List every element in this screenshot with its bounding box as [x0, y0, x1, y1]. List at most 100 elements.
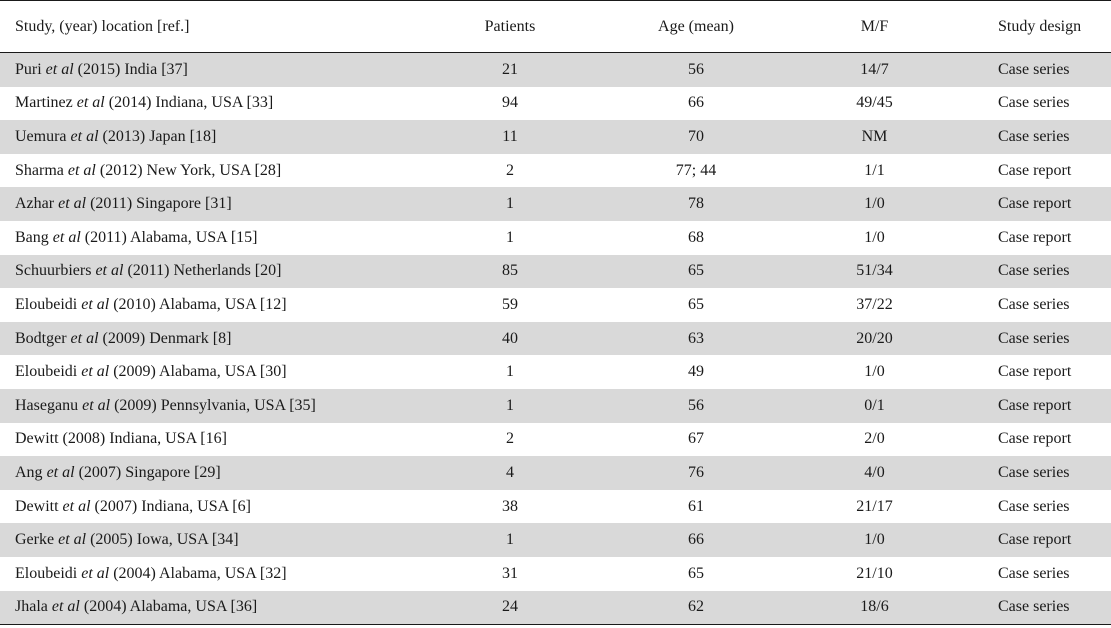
header-study: Study, (year) location [ref.]	[0, 0, 435, 53]
cell-design: Case report	[942, 523, 1111, 557]
cell-design: Case series	[942, 456, 1111, 490]
cell-patients: 4	[435, 456, 585, 490]
cell-age: 77; 44	[585, 153, 807, 188]
cell-age: 65	[585, 556, 807, 591]
study-details: (2007) Indiana, USA [6]	[94, 497, 251, 515]
cell-mf: 2/0	[807, 422, 942, 457]
study-etal: et al	[67, 161, 96, 179]
cell-design: Case series	[942, 590, 1111, 626]
study-etal: et al	[46, 463, 75, 481]
table-body: Puri et al (2015) India [37] 21 56 14/7 Case…	[0, 52, 1111, 626]
cell-design: Case report	[942, 187, 1111, 221]
study-details: (2009) Pennsylvania, USA [35]	[114, 396, 316, 414]
cell-mf: 1/0	[807, 523, 942, 557]
cell-mf: 18/6	[807, 590, 942, 626]
header-patients: Patients	[435, 0, 585, 53]
table-row: Uemura et al (2013) Japan [18] 11 70 NM Case…	[0, 120, 1111, 154]
cell-patients: 1	[435, 187, 585, 221]
table-row: Gerke et al (2005) Iowa, USA [34] 1 66 1/0 C…	[0, 523, 1111, 557]
study-etal: et al	[45, 60, 74, 78]
cell-mf: NM	[807, 120, 942, 154]
cell-mf: 1/0	[807, 220, 942, 255]
cell-study: Dewitt (2008) Indiana, USA [16]	[0, 422, 435, 457]
cell-age: 62	[585, 590, 807, 626]
cell-mf: 21/10	[807, 556, 942, 591]
table-row: Sharma et al (2012) New York, USA [28] 2 7…	[0, 153, 1111, 188]
cell-mf: 4/0	[807, 456, 942, 490]
table-row: Eloubeidi et al (2004) Alabama, USA [32]…	[0, 556, 1111, 591]
study-details: (2009) Denmark [8]	[102, 329, 232, 347]
cell-design: Case series	[942, 86, 1111, 121]
study-etal: et al	[81, 295, 110, 313]
cell-mf: 1/1	[807, 153, 942, 188]
cell-patients: 38	[435, 489, 585, 524]
study-author: Uemura	[15, 127, 67, 145]
study-author: Sharma	[15, 161, 64, 179]
table-row: Jhala et al (2004) Alabama, USA [36] 24 62…	[0, 590, 1111, 626]
study-etal: et al	[58, 195, 87, 213]
cell-mf: 21/17	[807, 489, 942, 524]
cell-age: 65	[585, 254, 807, 289]
header-row: Study, (year) location [ref.] Patients A…	[0, 0, 1111, 53]
study-details: (2013) Japan [18]	[102, 127, 217, 145]
study-etal: et al	[62, 497, 91, 515]
cell-study: Dewitt et al (2007) Indiana, USA [6]	[0, 489, 435, 524]
cell-study: Puri et al (2015) India [37]	[0, 52, 435, 87]
cell-age: 66	[585, 86, 807, 121]
cell-patients: 1	[435, 355, 585, 389]
cell-study: Bodtger et al (2009) Denmark [8]	[0, 321, 435, 356]
header-mf: M/F	[807, 0, 942, 53]
table-row: Dewitt et al (2007) Indiana, USA [6] 38 61…	[0, 489, 1111, 524]
study-details: (2010) Alabama, USA [12]	[113, 295, 287, 313]
table-row: Puri et al (2015) India [37] 21 56 14/7 Case…	[0, 52, 1111, 87]
study-author: Schuurbiers	[15, 262, 92, 280]
cell-design: Case series	[942, 120, 1111, 154]
study-etal: et al	[70, 127, 99, 145]
cell-study: Haseganu et al (2009) Pennsylvania, USA …	[0, 388, 435, 423]
cell-study: Eloubeidi et al (2004) Alabama, USA [32]	[0, 556, 435, 591]
cell-age: 78	[585, 187, 807, 221]
study-author: Eloubeidi	[15, 363, 78, 381]
cell-patients: 59	[435, 288, 585, 322]
study-details: (2005) Iowa, USA [34]	[90, 531, 239, 549]
cell-patients: 24	[435, 590, 585, 626]
header-age: Age (mean)	[585, 0, 807, 53]
cell-design: Case report	[942, 388, 1111, 423]
study-author: Haseganu	[15, 396, 79, 414]
study-details: (2012) New York, USA [28]	[99, 161, 282, 179]
study-author: Eloubeidi	[15, 295, 78, 313]
header-design: Study design	[942, 0, 1111, 53]
cell-patients: 11	[435, 120, 585, 154]
cell-mf: 51/34	[807, 254, 942, 289]
cell-patients: 21	[435, 52, 585, 87]
cell-study: Schuurbiers et al (2011) Netherlands [20…	[0, 254, 435, 289]
study-details: (2011) Alabama, USA [15]	[84, 228, 258, 246]
table-row: Bang et al (2011) Alabama, USA [15] 1 68 1/…	[0, 220, 1111, 255]
cell-patients: 40	[435, 321, 585, 356]
study-etal: et al	[95, 262, 124, 280]
cell-study: Azhar et al (2011) Singapore [31]	[0, 187, 435, 221]
cell-mf: 1/0	[807, 355, 942, 389]
study-details: (2008) Indiana, USA [16]	[62, 430, 227, 448]
study-etal: et al	[52, 228, 81, 246]
cell-patients: 31	[435, 556, 585, 591]
cell-mf: 14/7	[807, 52, 942, 87]
cell-patients: 1	[435, 220, 585, 255]
study-etal: et al	[82, 396, 111, 414]
cell-design: Case report	[942, 422, 1111, 457]
cell-study: Uemura et al (2013) Japan [18]	[0, 120, 435, 154]
cell-mf: 20/20	[807, 321, 942, 356]
study-author: Puri	[15, 60, 42, 78]
cell-study: Gerke et al (2005) Iowa, USA [34]	[0, 523, 435, 557]
study-author: Ang	[15, 463, 43, 481]
study-details: (2015) India [37]	[77, 60, 188, 78]
study-author: Bang	[15, 228, 49, 246]
study-author: Eloubeidi	[15, 564, 78, 582]
cell-design: Case series	[942, 52, 1111, 87]
cell-study: Eloubeidi et al (2009) Alabama, USA [30]	[0, 355, 435, 389]
table-row: Haseganu et al (2009) Pennsylvania, USA …	[0, 388, 1111, 423]
cell-design: Case series	[942, 321, 1111, 356]
cell-study: Martinez et al (2014) Indiana, USA [33]	[0, 86, 435, 121]
study-details: (2009) Alabama, USA [30]	[113, 363, 287, 381]
